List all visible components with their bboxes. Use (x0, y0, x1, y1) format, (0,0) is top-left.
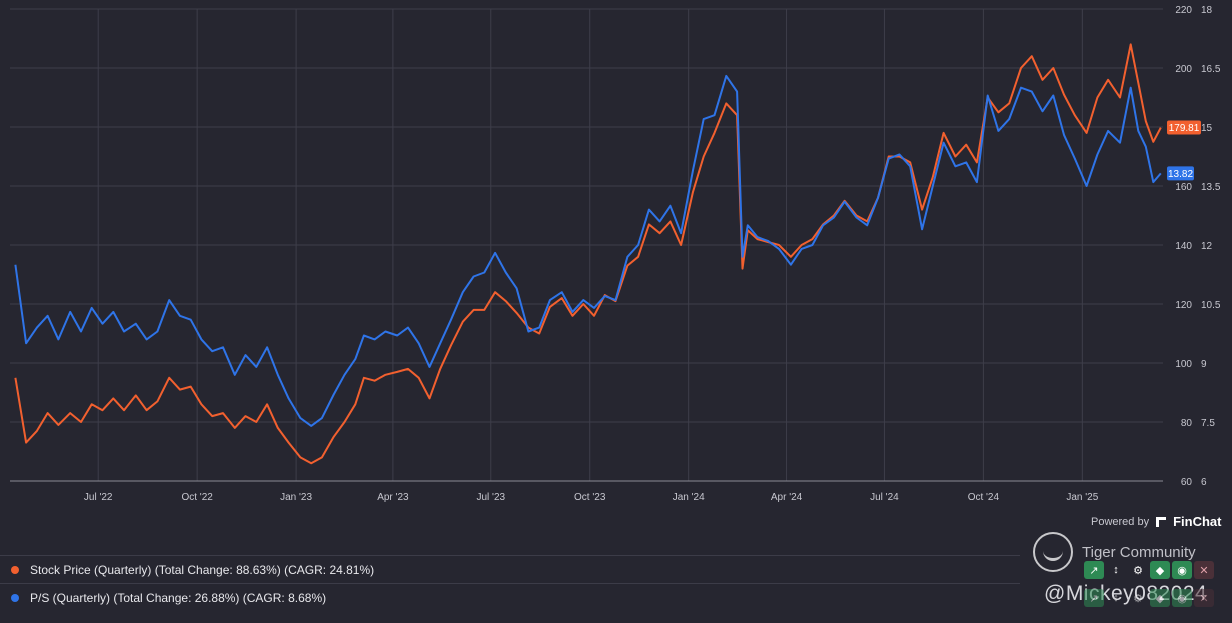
eye-icon[interactable]: ◉ (1172, 589, 1192, 607)
legend-label-stock: Stock Price (Quarterly) (Total Change: 8… (30, 562, 375, 577)
x-tick-label: Jul '24 (870, 492, 899, 503)
badge-value: 13.82 (1168, 169, 1193, 180)
legend-dot-ps (11, 593, 19, 602)
watermark-title: Tiger Community (1082, 544, 1196, 561)
ps-ratio-line (14, 74, 1162, 427)
grid (10, 8, 1163, 482)
badge-background (1167, 120, 1201, 135)
tiger-logo-icon (1033, 532, 1073, 572)
y-left-tick-label: 220 (1175, 5, 1192, 16)
x-tick-label: Oct '24 (968, 492, 1000, 503)
y-right-tick-label: 9 (1201, 359, 1207, 370)
y-right-tick-label: 12 (1201, 241, 1213, 252)
trend-icon[interactable]: ↗ (1084, 561, 1104, 579)
close-icon[interactable]: ✕ (1194, 589, 1214, 607)
series-lines (14, 43, 1162, 465)
badge-background (1167, 166, 1194, 181)
sort-icon[interactable]: ↕ (1113, 592, 1119, 604)
eye-icon[interactable]: ◉ (1172, 561, 1192, 579)
x-tick-label: Apr '23 (377, 492, 409, 503)
last-value-badges: 179.81 13.82 (1167, 120, 1201, 181)
y-right-tick-label: 7.5 (1201, 418, 1215, 429)
axes: Jul '22 Oct '22 Jan '23 Apr '23 Jul '23 Oct '… (10, 5, 1221, 503)
x-tick-label: Oct '23 (574, 492, 606, 503)
y-right-tick-label: 6 (1201, 477, 1207, 488)
finchat-brand: FinChat (1173, 514, 1222, 529)
y-right-tick-label: 10.5 (1201, 300, 1221, 311)
stock-price-line (14, 43, 1162, 465)
tag-icon[interactable]: ◆ (1150, 561, 1170, 579)
y-left-tick-label: 160 (1175, 182, 1192, 193)
x-tick-label: Oct '22 (181, 492, 213, 503)
gear-icon[interactable]: ⚙ (1133, 592, 1143, 605)
trend-icon[interactable]: ↗ (1084, 589, 1104, 607)
y-left-tick-label: 60 (1181, 477, 1193, 488)
x-tick-label: Jan '24 (673, 492, 705, 503)
y-left-tick-label: 200 (1175, 64, 1192, 75)
x-tick-label: Jul '22 (84, 492, 113, 503)
x-tick-label: Jul '23 (476, 492, 505, 503)
x-tick-label: Jan '23 (280, 492, 312, 503)
stock-price-last-badge: 179.81 (1167, 120, 1201, 135)
tag-icon[interactable]: ◆ (1150, 589, 1170, 607)
y-left-tick-label: 140 (1175, 241, 1192, 252)
legend-item-stock[interactable]: Stock Price (Quarterly) (Total Change: 8… (0, 555, 1020, 583)
gear-icon[interactable]: ⚙ (1133, 564, 1143, 577)
y-left-tick-label: 80 (1181, 418, 1193, 429)
close-icon[interactable]: ✕ (1194, 561, 1214, 579)
y-left-tick-label: 100 (1175, 359, 1192, 370)
ps-last-badge: 13.82 (1167, 166, 1194, 181)
y-right-tick-label: 15 (1201, 123, 1213, 134)
toolbar-primary: ↗ ↕ ⚙ ◆ ◉ ✕ (1084, 561, 1214, 579)
legend-dot-stock (11, 565, 19, 574)
y-right-tick-label: 18 (1201, 5, 1213, 16)
legend-label-ps: P/S (Quarterly) (Total Change: 26.88%) (… (30, 590, 327, 605)
finchat-logo-icon (1155, 516, 1167, 528)
y-right-tick-label: 13.5 (1201, 182, 1221, 193)
x-tick-label: Jan '25 (1066, 492, 1098, 503)
x-tick-label: Apr '24 (771, 492, 803, 503)
badge-value: 179.81 (1169, 123, 1200, 134)
powered-by-text: Powered by (1091, 515, 1150, 528)
sort-icon[interactable]: ↕ (1113, 564, 1119, 576)
toolbar-secondary: ↗ ↕ ⚙ ◆ ◉ ✕ (1084, 589, 1214, 607)
powered-by[interactable]: Powered by FinChat (1091, 514, 1221, 529)
y-right-tick-label: 16.5 (1201, 64, 1221, 75)
legend-item-ps[interactable]: P/S (Quarterly) (Total Change: 26.88%) (… (0, 583, 1020, 611)
y-left-tick-label: 120 (1175, 300, 1192, 311)
